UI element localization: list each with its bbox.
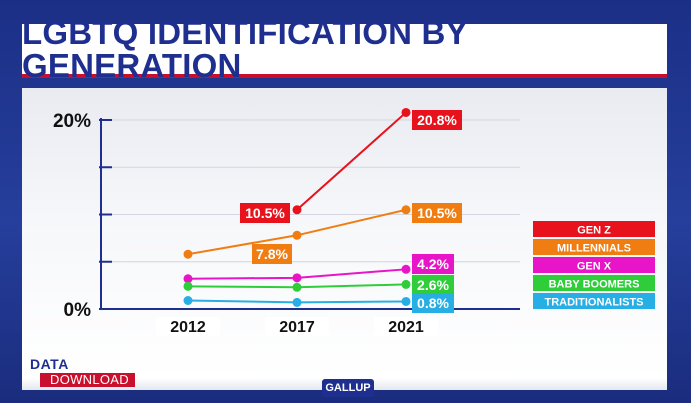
legend-label: MILLENNIALS <box>557 243 631 255</box>
label-layer: 10.5% 20.8% 7.8% 10.5% 4.2% 2.6% 0.8% <box>240 110 462 313</box>
axis-layer: 0% 20% 2012 2017 2021 <box>53 111 520 336</box>
data-label-box <box>240 203 290 223</box>
legend-swatch <box>533 293 655 309</box>
page-title: LGBTQ IDENTIFICATION BY GENERATION <box>22 14 468 84</box>
legend-label: GEN Z <box>577 225 611 237</box>
source-tag: GALLUP <box>322 379 374 397</box>
data-label-box <box>412 203 462 223</box>
legend-swatch <box>533 239 655 255</box>
legend-layer: GEN Z MILLENNIALS GEN X BABY BOOMERS TRADITI… <box>533 221 655 309</box>
data-label: 10.5% <box>417 205 457 221</box>
y-tick-label: 0% <box>64 300 92 321</box>
data-point <box>401 279 411 289</box>
data-label-box <box>412 275 454 295</box>
x-tick-label: 2021 <box>388 319 424 336</box>
x-tick-label: 2012 <box>170 319 206 336</box>
data-point <box>183 274 193 284</box>
data-point <box>183 295 193 305</box>
grid-layer <box>101 119 520 263</box>
y-tick-label: 20% <box>53 111 91 132</box>
data-point <box>292 297 302 307</box>
data-point <box>401 107 411 117</box>
data-label: 0.8% <box>417 295 449 311</box>
x-tick-box <box>374 317 438 336</box>
point-layer <box>183 107 411 307</box>
data-label: 2.6% <box>417 277 449 293</box>
data-download-logo: DATA DOWNLOAD <box>30 357 135 389</box>
data-point <box>183 249 193 259</box>
data-label-box <box>252 244 292 264</box>
legend-swatch <box>533 257 655 273</box>
legend-label: BABY BOOMERS <box>549 279 640 291</box>
data-label: 20.8% <box>417 112 457 128</box>
data-point <box>292 273 302 283</box>
data-label: 7.8% <box>256 246 288 262</box>
data-point <box>401 264 411 274</box>
data-label-box <box>412 254 454 274</box>
data-label: 4.2% <box>417 256 449 272</box>
data-point <box>292 282 302 292</box>
x-tick-box <box>156 317 220 336</box>
legend-swatch <box>533 221 655 237</box>
x-tick-box <box>265 317 329 336</box>
logo-bottom-text: DOWNLOAD <box>40 373 135 387</box>
title-banner: LGBTQ IDENTIFICATION BY GENERATION <box>22 16 667 82</box>
data-point <box>292 205 302 215</box>
logo-top-text: DATA <box>30 356 69 372</box>
data-label-box <box>412 110 462 130</box>
legend-label: TRADITIONALISTS <box>545 297 644 309</box>
data-point <box>183 281 193 291</box>
data-point <box>292 230 302 240</box>
legend-label: GEN X <box>577 261 612 273</box>
x-tick-label: 2017 <box>279 319 315 336</box>
data-point <box>401 296 411 306</box>
legend-swatch <box>533 275 655 291</box>
data-label: 10.5% <box>245 205 285 221</box>
data-point <box>401 205 411 215</box>
series-line <box>296 111 407 211</box>
data-label-box <box>412 293 454 313</box>
